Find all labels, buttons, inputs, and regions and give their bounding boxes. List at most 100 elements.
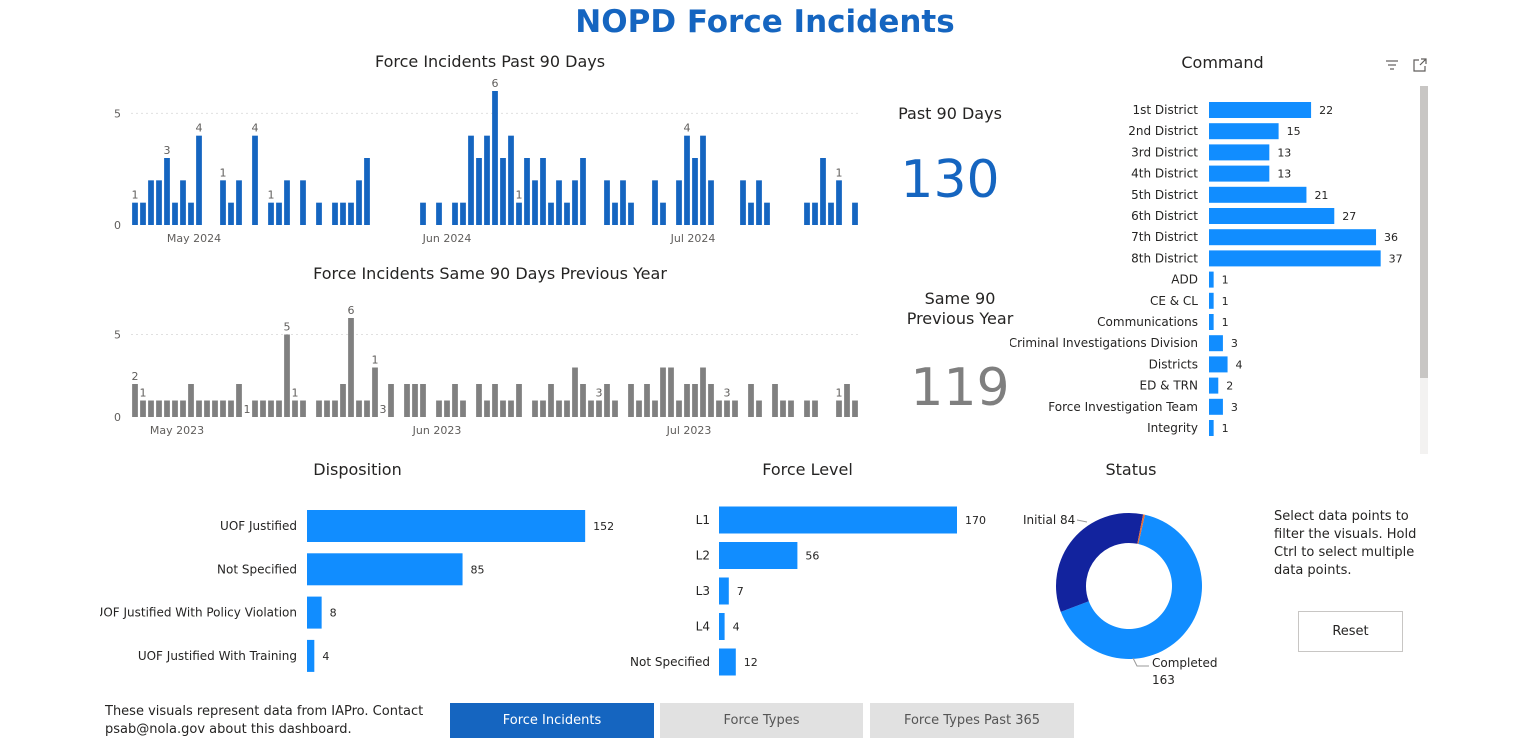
data-bar[interactable] (252, 400, 258, 418)
data-bar[interactable] (596, 400, 602, 418)
data-bar[interactable] (316, 400, 322, 418)
data-bar[interactable] (260, 400, 266, 418)
data-bar[interactable] (748, 384, 754, 417)
data-bar[interactable] (132, 384, 138, 417)
data-bar[interactable] (652, 180, 658, 225)
data-bar[interactable] (307, 553, 463, 586)
data-bar[interactable] (228, 400, 234, 418)
data-bar[interactable] (532, 180, 538, 225)
data-bar[interactable] (628, 202, 634, 225)
data-bar[interactable] (540, 158, 546, 225)
data-bar[interactable] (332, 202, 338, 225)
data-bar[interactable] (580, 158, 586, 225)
data-bar[interactable] (756, 400, 762, 418)
data-bar[interactable] (508, 135, 514, 225)
data-bar[interactable] (660, 202, 666, 225)
data-bar[interactable] (620, 180, 626, 225)
data-bar[interactable] (812, 202, 818, 225)
data-bar[interactable] (692, 384, 698, 417)
data-bar[interactable] (324, 400, 330, 418)
data-bar[interactable] (844, 384, 850, 417)
data-bar[interactable] (628, 384, 634, 417)
data-bar[interactable] (1209, 335, 1223, 352)
data-bar[interactable] (692, 158, 698, 225)
data-bar[interactable] (588, 400, 594, 418)
data-bar[interactable] (156, 400, 162, 418)
data-bar[interactable] (1209, 165, 1270, 182)
data-bar[interactable] (307, 596, 322, 629)
data-bar[interactable] (716, 400, 722, 418)
force-level-chart[interactable]: L1 170 L2 56 L3 7 L4 4 Not Specified 12 (620, 500, 1010, 680)
data-bar[interactable] (612, 400, 618, 418)
status-slice-completed[interactable] (1060, 514, 1202, 659)
data-bar[interactable] (708, 180, 714, 225)
data-bar[interactable] (1209, 398, 1223, 415)
data-bar[interactable] (732, 400, 738, 418)
data-bar[interactable] (356, 400, 362, 418)
data-bar[interactable] (604, 384, 610, 417)
data-bar[interactable] (196, 135, 202, 225)
data-bar[interactable] (276, 202, 282, 225)
data-bar[interactable] (404, 384, 410, 417)
data-bar[interactable] (676, 400, 682, 418)
data-bar[interactable] (1209, 356, 1228, 373)
data-bar[interactable] (516, 384, 522, 417)
data-bar[interactable] (1209, 271, 1214, 288)
data-bar[interactable] (148, 180, 154, 225)
nav-force-incidents-button[interactable]: Force Incidents (450, 703, 654, 738)
data-bar[interactable] (780, 400, 786, 418)
data-bar[interactable] (188, 202, 194, 225)
data-bar[interactable] (444, 400, 450, 418)
data-bar[interactable] (812, 400, 818, 418)
data-bar[interactable] (307, 639, 315, 672)
data-bar[interactable] (828, 202, 834, 225)
data-bar[interactable] (348, 202, 354, 225)
data-bar[interactable] (484, 400, 490, 418)
data-bar[interactable] (724, 400, 730, 418)
data-bar[interactable] (572, 367, 578, 418)
data-bar[interactable] (420, 384, 426, 417)
data-bar[interactable] (268, 400, 274, 418)
data-bar[interactable] (156, 180, 162, 225)
status-slice-other[interactable] (1137, 514, 1145, 545)
command-scrollbar[interactable] (1420, 86, 1428, 454)
data-bar[interactable] (719, 577, 729, 605)
data-bar[interactable] (708, 384, 714, 417)
data-bar[interactable] (516, 202, 522, 225)
data-bar[interactable] (340, 202, 346, 225)
data-bar[interactable] (1209, 420, 1214, 436)
data-bar[interactable] (548, 384, 554, 417)
data-bar[interactable] (212, 400, 218, 418)
data-bar[interactable] (228, 202, 234, 225)
data-bar[interactable] (719, 648, 736, 676)
data-bar[interactable] (276, 400, 282, 418)
data-bar[interactable] (540, 400, 546, 418)
data-bar[interactable] (452, 202, 458, 225)
data-bar[interactable] (196, 400, 202, 418)
data-bar[interactable] (468, 135, 474, 225)
data-bar[interactable] (364, 400, 370, 418)
data-bar[interactable] (1209, 377, 1219, 394)
data-bar[interactable] (1209, 186, 1307, 203)
data-bar[interactable] (364, 158, 370, 225)
data-bar[interactable] (740, 180, 746, 225)
data-bar[interactable] (676, 180, 682, 225)
data-bar[interactable] (204, 400, 210, 418)
data-bar[interactable] (548, 202, 554, 225)
data-bar[interactable] (719, 542, 798, 569)
data-bar[interactable] (140, 400, 146, 418)
data-bar[interactable] (172, 202, 178, 225)
data-bar[interactable] (236, 384, 242, 417)
data-bar[interactable] (340, 384, 346, 417)
data-bar[interactable] (292, 400, 298, 418)
data-bar[interactable] (220, 180, 226, 225)
data-bar[interactable] (332, 400, 338, 418)
data-bar[interactable] (500, 158, 506, 225)
data-bar[interactable] (420, 202, 426, 225)
data-bar[interactable] (684, 384, 690, 417)
data-bar[interactable] (556, 400, 562, 418)
data-bar[interactable] (460, 202, 466, 225)
data-bar[interactable] (1209, 292, 1214, 309)
data-bar[interactable] (476, 158, 482, 225)
command-scrollbar-thumb[interactable] (1420, 86, 1428, 378)
